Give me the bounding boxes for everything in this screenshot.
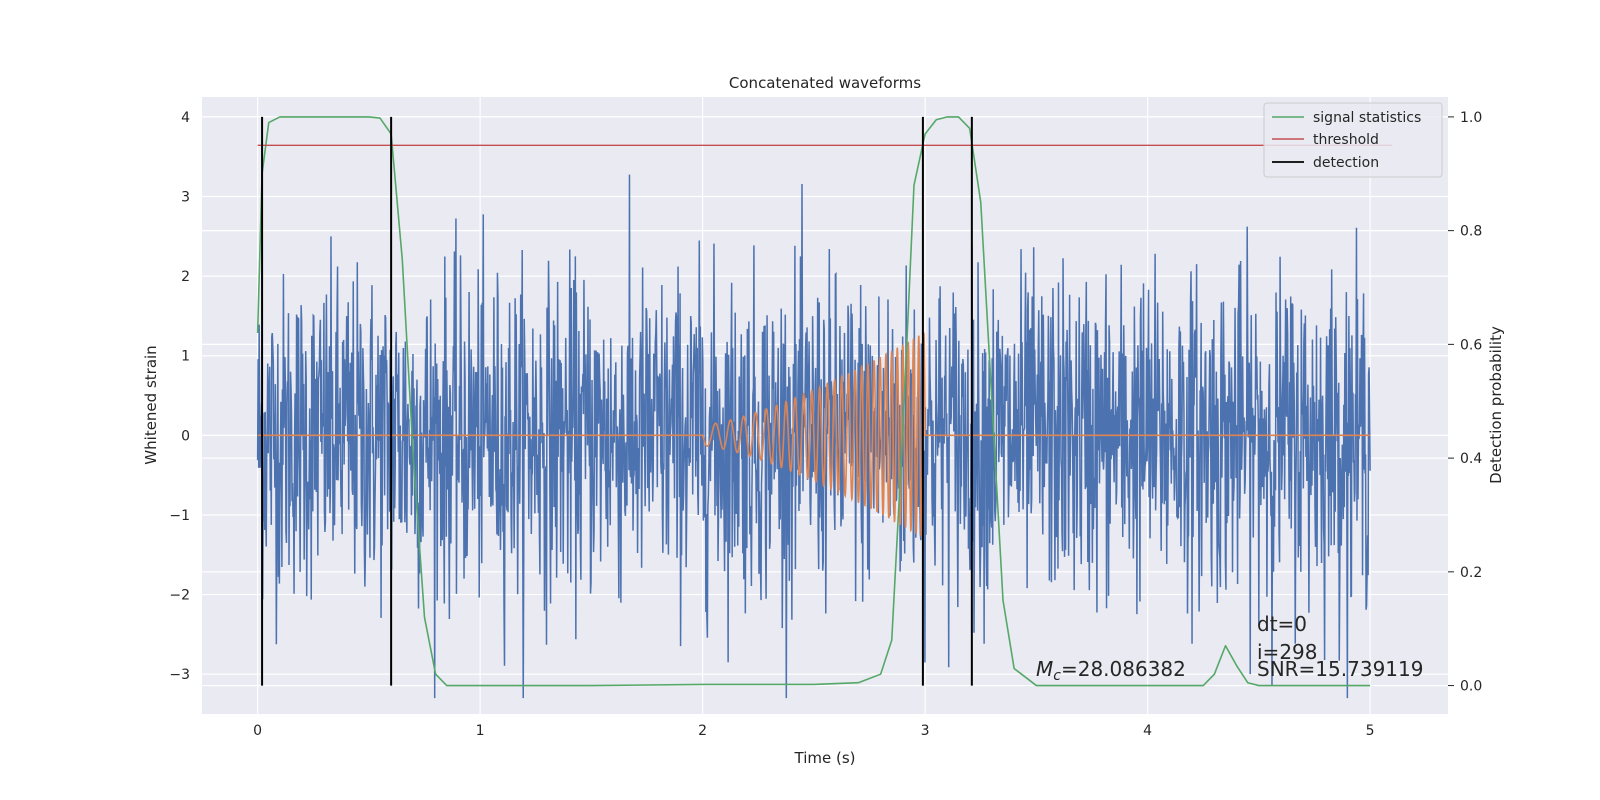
signal-statistics-series	[256, 116, 1371, 687]
y-tick-label: 3	[181, 190, 190, 206]
legend-label-threshold: threshold	[1313, 132, 1379, 148]
x-tick-label: 5	[1366, 723, 1375, 739]
right-axis-ticks: 0.0 0.2 0.4 0.6 0.8 1.0	[1448, 110, 1482, 695]
x-tick-label: 1	[476, 723, 485, 739]
right-tick-label: 0.0	[1460, 679, 1482, 695]
y-tick-label: −2	[169, 588, 190, 604]
mc-subscript: c	[1053, 668, 1061, 684]
x-tick-label: 2	[698, 723, 707, 739]
mc-symbol: M	[1036, 657, 1053, 681]
right-axis-label: Detection probability	[1487, 326, 1505, 484]
svg-text:Mc=28.086382: Mc=28.086382	[1036, 657, 1186, 684]
x-axis-label: Time (s)	[794, 749, 856, 767]
legend-box	[1263, 102, 1443, 178]
right-tick-label: 1.0	[1460, 110, 1482, 126]
chirp-series	[257, 332, 1371, 537]
y-axis-label: Whitened strain	[142, 345, 160, 464]
signal-statistics-line	[256, 116, 1371, 687]
annotation-snr: SNR=15.739119	[1257, 657, 1423, 681]
y-tick-label: 0	[181, 428, 190, 444]
right-tick-label: 0.4	[1460, 451, 1482, 467]
right-tick-label: 0.6	[1460, 337, 1482, 353]
right-tick-label: 0.2	[1460, 565, 1482, 581]
legend-label-detection: detection	[1313, 155, 1379, 171]
chart-title: Concatenated waveforms	[729, 74, 921, 92]
y-tick-label: 1	[181, 349, 190, 365]
x-axis-ticks: 0 1 2 3 4 5	[253, 723, 1374, 739]
chirp-line	[257, 332, 1371, 537]
right-tick-label: 0.8	[1460, 224, 1482, 240]
annotation-i: i=298	[1257, 640, 1318, 664]
x-tick-label: 3	[921, 723, 930, 739]
annotation-mc: Mc=28.086382	[1036, 657, 1186, 684]
legend-label-signal-statistics: signal statistics	[1313, 110, 1421, 126]
x-tick-label: 0	[253, 723, 262, 739]
annotation-dt: dt=0	[1257, 612, 1307, 636]
y-tick-label: −1	[169, 508, 190, 524]
legend: signal statistics threshold detection	[1263, 102, 1443, 178]
y-tick-label: 2	[181, 269, 190, 285]
y-tick-label: −3	[169, 667, 190, 683]
y-axis-ticks: −3 −2 −1 0 1 2 3 4	[169, 110, 190, 683]
x-tick-label: 4	[1143, 723, 1152, 739]
detection-series	[261, 116, 973, 686]
mc-value: =28.086382	[1061, 657, 1186, 681]
y-tick-label: 4	[181, 110, 190, 126]
